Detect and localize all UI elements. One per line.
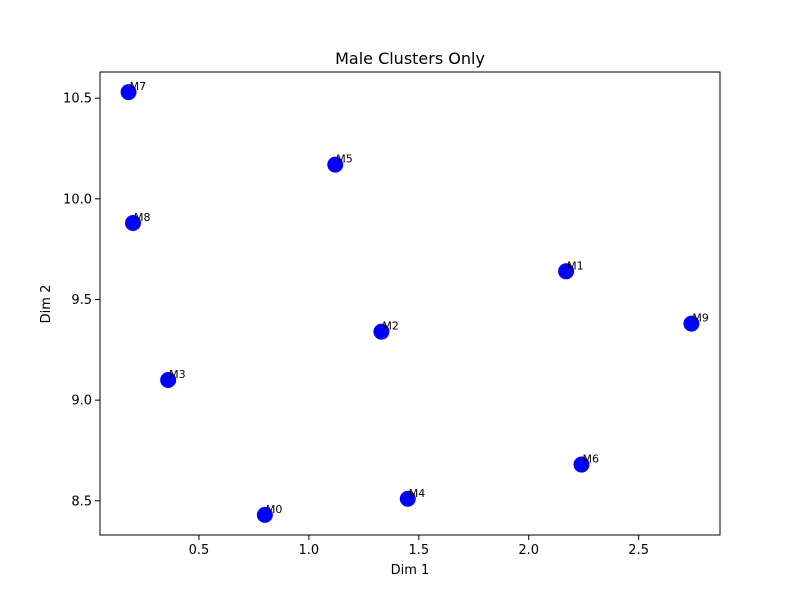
plot-area: 0.5 1.0 1.5 2.0 2.5 8.5 9.0 9.5 10.0 10.5 M0 M1 M2 M3…	[63, 71, 721, 558]
point-label: M6	[582, 453, 599, 466]
chart-title: Male Clusters Only	[335, 49, 485, 68]
data-point	[327, 156, 344, 173]
x-tick-label: 2.5	[628, 543, 649, 558]
x-tick-label: 1.0	[299, 543, 320, 558]
data-point	[558, 263, 575, 280]
x-tick-label: 2.0	[518, 543, 539, 558]
data-point	[120, 84, 137, 101]
y-tick-label: 10.0	[63, 192, 92, 207]
point-label: M3	[169, 368, 186, 381]
data-point	[373, 323, 390, 340]
x-tick-label: 0.5	[189, 543, 210, 558]
x-tick-label: 1.5	[408, 543, 429, 558]
y-tick-label: 8.5	[71, 494, 92, 509]
point-label: M8	[134, 211, 151, 224]
data-point	[256, 506, 273, 523]
point-label: M5	[336, 153, 353, 166]
data-point	[160, 371, 177, 388]
y-tick-label: 9.0	[71, 394, 92, 409]
data-point	[573, 456, 590, 473]
y-tick-label: 9.5	[71, 293, 92, 308]
point-label: M7	[130, 80, 147, 93]
point-label: M0	[266, 503, 283, 516]
data-point	[399, 490, 416, 507]
x-axis-label: Dim 1	[391, 563, 430, 578]
plot-frame	[99, 71, 721, 536]
y-tick-label: 10.5	[63, 92, 92, 107]
point-label: M2	[382, 320, 399, 333]
point-label: M1	[567, 259, 584, 272]
data-point	[683, 315, 700, 332]
point-label: M9	[692, 312, 709, 325]
y-axis-label: Dim 2	[39, 285, 54, 324]
point-label: M4	[409, 487, 426, 500]
data-point	[124, 214, 141, 231]
